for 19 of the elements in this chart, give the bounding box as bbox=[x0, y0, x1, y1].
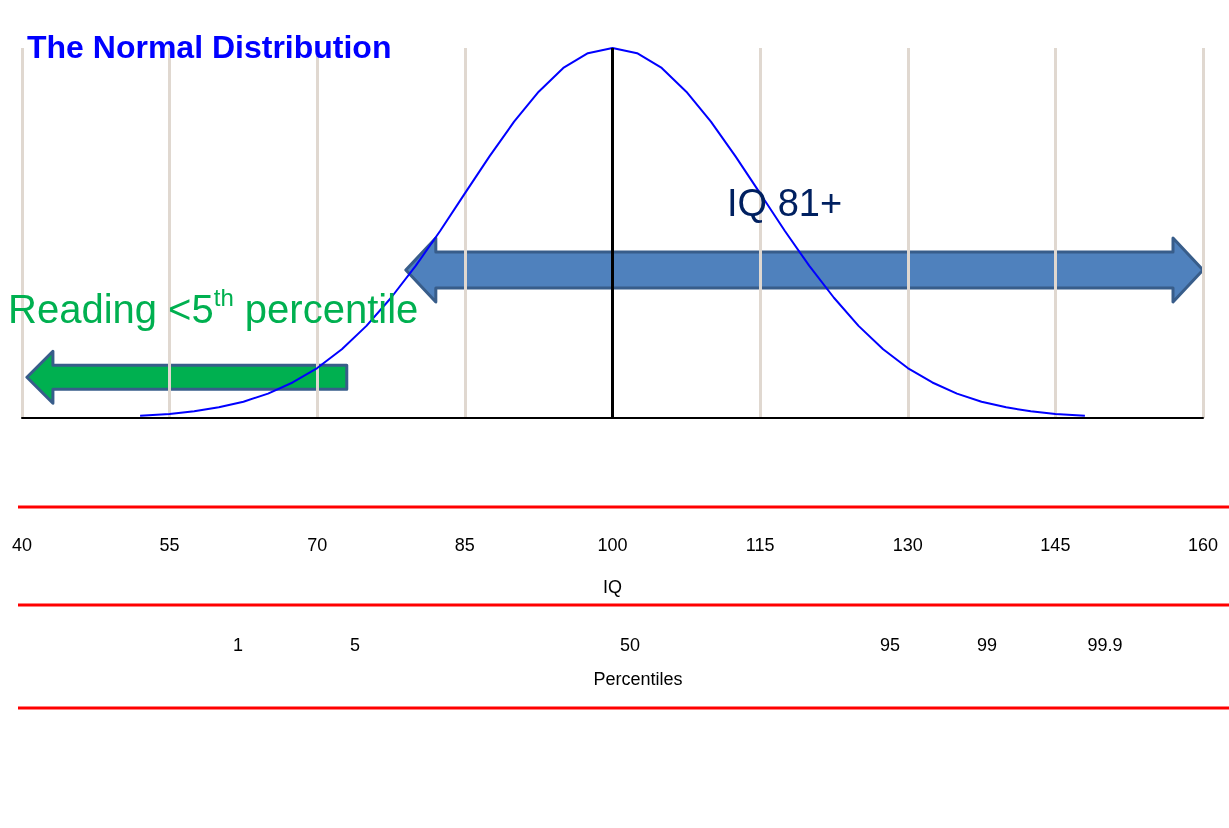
x-tick-label: 130 bbox=[892, 535, 923, 555]
text: 50 bbox=[619, 634, 641, 655]
text: 1 bbox=[232, 634, 244, 655]
x-tick-label: 85 bbox=[454, 535, 475, 555]
chart-title: The Normal Distribution bbox=[27, 29, 392, 65]
x-tick-label: 70 bbox=[307, 535, 328, 555]
text: Percentiles bbox=[593, 668, 683, 689]
x-tick-label: 40 bbox=[11, 535, 33, 555]
x-tick-label: 115 bbox=[745, 535, 775, 555]
x-tick-label: 145 bbox=[1040, 535, 1071, 555]
text: 99 bbox=[976, 634, 998, 655]
text: 95 bbox=[879, 634, 901, 655]
text: 5 bbox=[349, 634, 361, 655]
x-tick-label: 55 bbox=[159, 535, 180, 555]
annotation: IQ 81+ bbox=[727, 181, 843, 224]
x-tick-label: 100 bbox=[597, 535, 628, 555]
text: 99.9 bbox=[1087, 634, 1123, 655]
x-tick-label: 160 bbox=[1187, 535, 1219, 555]
x-axis-title: IQ bbox=[602, 577, 623, 597]
